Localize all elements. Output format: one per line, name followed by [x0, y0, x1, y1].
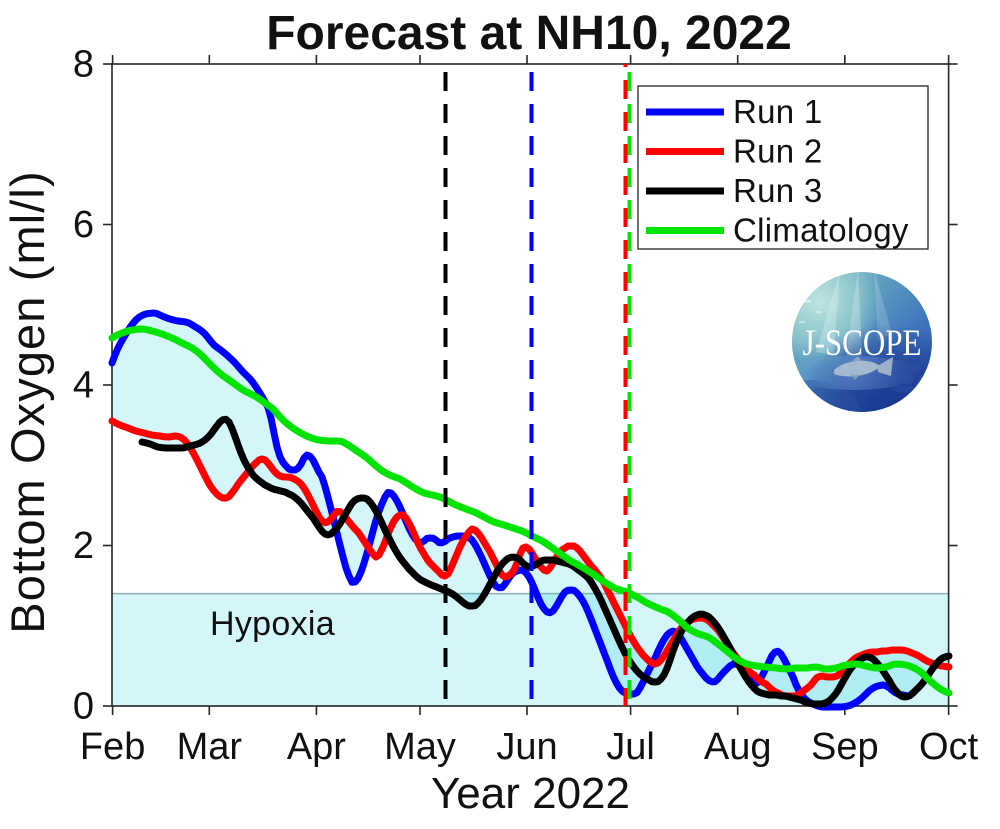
svg-text:8: 8	[73, 44, 94, 86]
svg-text:Run 1: Run 1	[733, 93, 823, 130]
svg-text:2: 2	[73, 525, 94, 567]
svg-text:Mar: Mar	[177, 726, 243, 768]
svg-text:4: 4	[73, 365, 94, 407]
svg-text:Climatology: Climatology	[733, 212, 909, 249]
svg-text:Aug: Aug	[704, 726, 772, 768]
svg-text:Oct: Oct	[919, 726, 979, 768]
svg-text:J-SCOPE: J-SCOPE	[803, 323, 922, 364]
svg-text:6: 6	[73, 204, 94, 246]
svg-text:Bottom Oxygen (ml/l): Bottom Oxygen (ml/l)	[1, 170, 54, 633]
svg-text:Run 2: Run 2	[733, 133, 823, 170]
svg-text:May: May	[384, 726, 456, 768]
svg-text:Run 3: Run 3	[733, 172, 823, 209]
svg-text:Apr: Apr	[287, 726, 346, 768]
svg-text:0: 0	[73, 686, 94, 728]
svg-text:Forecast at NH10, 2022: Forecast at NH10, 2022	[266, 7, 792, 60]
svg-text:Sep: Sep	[811, 726, 879, 768]
svg-text:Jun: Jun	[496, 726, 557, 768]
svg-text:Year 2022: Year 2022	[431, 769, 630, 818]
svg-text:Feb: Feb	[80, 726, 145, 768]
svg-text:Hypoxia: Hypoxia	[210, 605, 335, 643]
svg-text:Jul: Jul	[606, 726, 655, 768]
